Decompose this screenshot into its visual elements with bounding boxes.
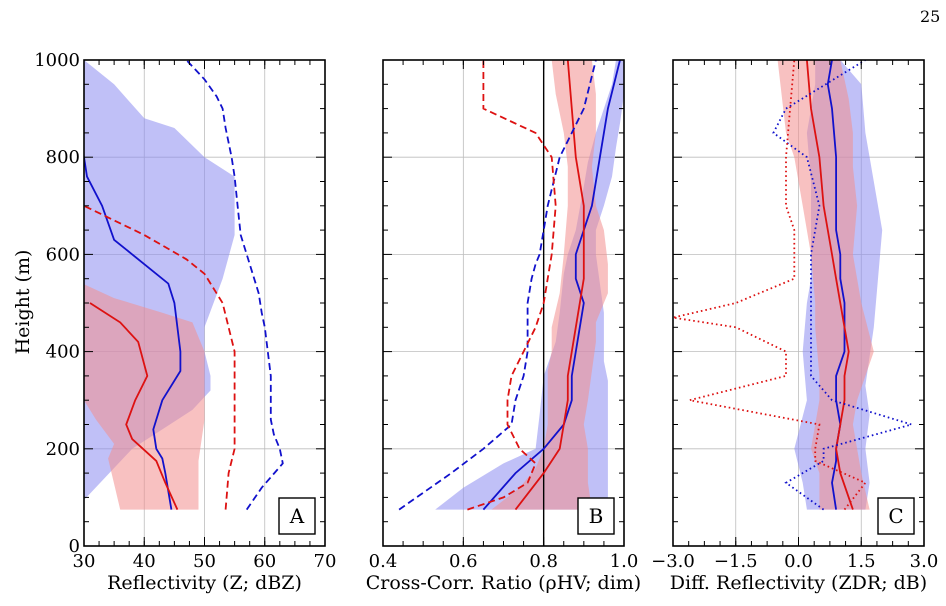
blue-dotted-line — [772, 60, 915, 511]
panel-label-box — [877, 497, 915, 535]
plot-area — [673, 60, 924, 546]
x-tick-label: 0.8 — [529, 551, 558, 572]
panels: 30 40 50 60 70 0 200 400 600 800 1000 Reflectivity … — [34, 50, 938, 594]
red-dashed-line — [84, 204, 236, 510]
red-spread-band — [777, 60, 874, 510]
x-tick-label: 0.6 — [449, 551, 478, 572]
x-tick-label: 60 — [253, 551, 276, 572]
panel-label: C — [888, 504, 903, 528]
y-tick-label: 1000 — [34, 50, 80, 71]
x-tick-label: 1.0 — [610, 551, 639, 572]
y-tick-label: 0 — [69, 536, 80, 557]
x-tick-label: 1.5 — [847, 551, 876, 572]
blue-dashed-line — [398, 60, 597, 511]
x-tick-label: 3.0 — [910, 551, 939, 572]
blue-dashed-line — [185, 60, 284, 511]
panel-a: 30 40 50 60 70 0 200 400 600 800 1000 Reflectivity … — [34, 50, 336, 594]
panel-label: B — [589, 504, 604, 528]
x-tick-label: 30 — [73, 551, 96, 572]
red-solid-line — [806, 60, 854, 510]
y-tick-label: 400 — [46, 342, 80, 363]
x-tick-label: −1.5 — [714, 551, 758, 572]
x-axis-label: Diff. Reflectivity (ZDR; dB) — [670, 572, 927, 594]
x-tick-label: 70 — [314, 551, 337, 572]
panel-label-box — [278, 497, 316, 535]
y-tick-label: 600 — [46, 244, 80, 265]
red-solid-line — [514, 60, 585, 511]
x-axis-label: Cross-Corr. Ratio (ρHV; dim) — [366, 572, 641, 594]
blue-solid-line — [482, 60, 621, 511]
y-axis-label: Height (m) — [12, 250, 34, 355]
y-tick-label: 800 — [46, 147, 80, 168]
y-tick-label: 200 — [46, 439, 80, 460]
blue-solid-line — [84, 153, 182, 510]
red-dashed-line — [467, 60, 557, 511]
x-tick-label: 0.0 — [784, 551, 813, 572]
panel-label: A — [289, 504, 305, 528]
x-tick-label: −3.0 — [651, 551, 695, 572]
x-tick-label: 50 — [193, 551, 216, 572]
red-solid-line — [89, 302, 179, 510]
plot-area — [383, 60, 624, 546]
x-axis-label: Reflectivity (Z; dBZ) — [107, 572, 302, 594]
panel-label-box — [577, 497, 615, 535]
x-tick-label: 0.4 — [369, 551, 398, 572]
plot-area — [84, 60, 325, 546]
x-tick-label: 40 — [133, 551, 156, 572]
page-number: 25 — [920, 7, 940, 26]
red-spread-band — [84, 284, 205, 510]
